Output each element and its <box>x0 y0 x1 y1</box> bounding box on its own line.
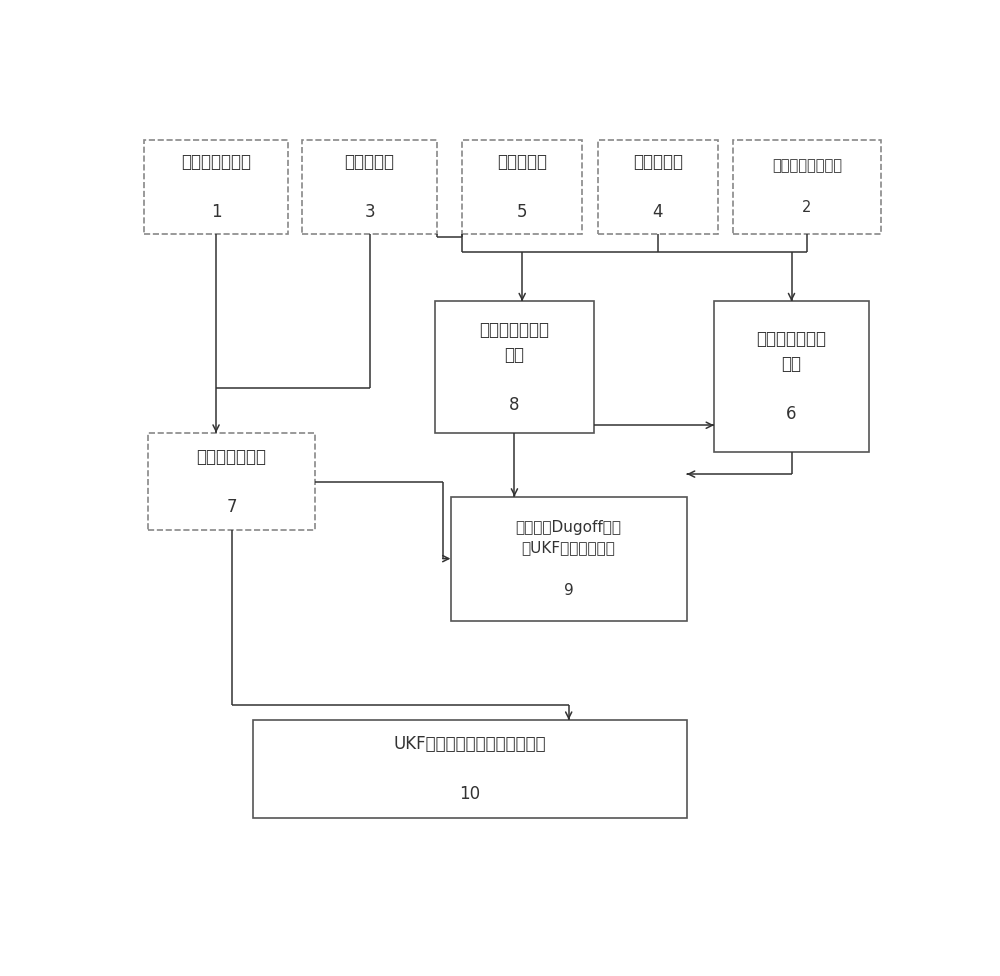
Bar <box>714 302 869 452</box>
Text: UKF路面峰值附着系数估计模块

10: UKF路面峰值附着系数估计模块 10 <box>394 735 546 802</box>
Text: 轮胎力估计模块

7: 轮胎力估计模块 7 <box>197 448 267 515</box>
Bar <box>253 720 687 818</box>
Text: 驱动力矩传感器

1: 驱动力矩传感器 1 <box>181 152 251 221</box>
Text: 轮胎侧偏角计算
模块

8: 轮胎侧偏角计算 模块 8 <box>479 320 549 414</box>
Text: 基于修正Dugoff模型
的UKF系数计算模块

9: 基于修正Dugoff模型 的UKF系数计算模块 9 <box>516 519 622 597</box>
Text: 车轮滑移率计算
模块

6: 车轮滑移率计算 模块 6 <box>757 330 826 423</box>
Bar <box>144 140 288 233</box>
Text: 惯性传感器

5: 惯性传感器 5 <box>497 152 547 221</box>
Bar <box>450 497 687 621</box>
Text: 车速传感器

4: 车速传感器 4 <box>633 152 683 221</box>
Bar <box>598 140 718 233</box>
Bar <box>148 432 315 531</box>
Bar <box>733 140 881 233</box>
Bar <box>435 302 594 432</box>
Text: 轮速传感器

3: 轮速传感器 3 <box>345 152 395 221</box>
Bar <box>302 140 437 233</box>
Bar <box>462 140 582 233</box>
Text: 方向盘转角传感器

2: 方向盘转角传感器 2 <box>772 158 842 215</box>
